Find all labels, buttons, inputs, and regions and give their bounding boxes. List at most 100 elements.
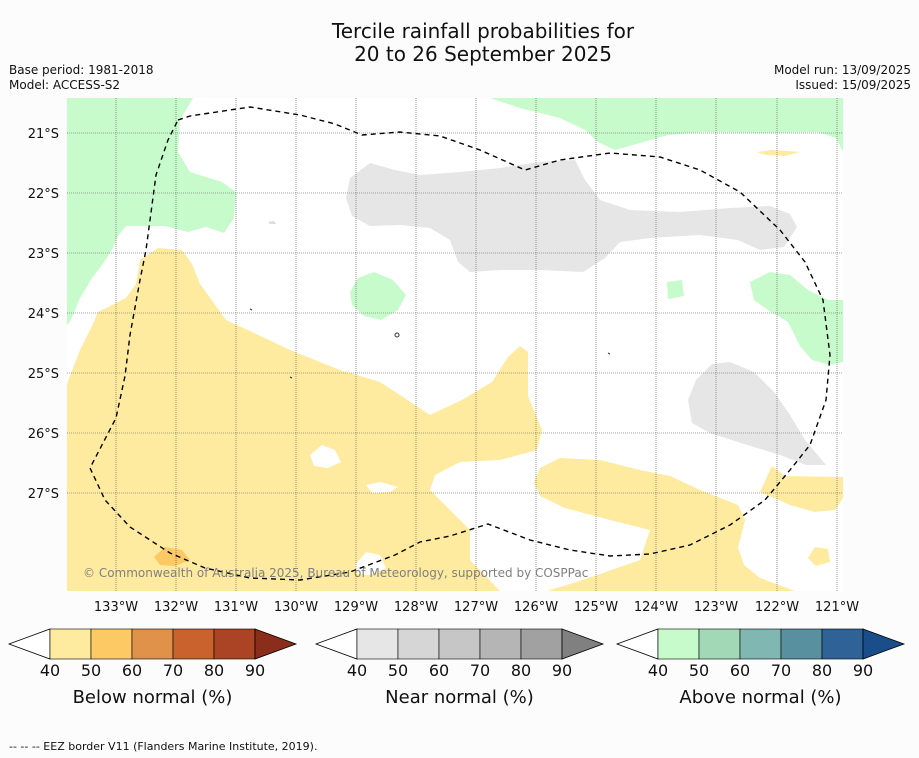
legend-arrow-right xyxy=(862,628,906,660)
probability-fields xyxy=(67,98,843,591)
legend-tick-label: 40 xyxy=(40,661,60,680)
legend-tick-label: 70 xyxy=(470,661,490,680)
above-normal-region-center xyxy=(350,272,406,320)
latitude-label: 21°S xyxy=(28,127,59,142)
below-normal-region-northeast-patch xyxy=(757,150,800,156)
latitude-label: 23°S xyxy=(28,247,59,262)
legend-arrow-left xyxy=(615,628,659,660)
legend-swatch xyxy=(397,628,440,660)
below-60-region xyxy=(154,547,190,566)
legend-swatch xyxy=(131,628,174,660)
near-normal-region-east xyxy=(688,362,826,465)
legend-swatch xyxy=(49,628,92,660)
longitude-label: 123°W xyxy=(694,600,738,615)
legend-tick-label: 70 xyxy=(771,661,791,680)
model-run: Model run: 13/09/2025 xyxy=(773,63,911,77)
legend-tick-label: 90 xyxy=(245,661,265,680)
legend-2: 40 50 60 70 80 90 Near normal (%) xyxy=(314,628,605,708)
longitude-label: 128°W xyxy=(394,600,438,615)
legend-arrow-right xyxy=(254,628,298,660)
longitude-label: 126°W xyxy=(514,600,558,615)
below-normal-region-southeast xyxy=(534,458,795,591)
legend-title: Near normal (%) xyxy=(385,687,534,708)
below-normal-region-west xyxy=(67,248,542,591)
map-title: Tercile rainfall probabilities for 20 to… xyxy=(0,20,919,66)
legend-swatch xyxy=(739,628,782,660)
island-mark xyxy=(394,332,400,338)
latitude-label: 22°S xyxy=(28,187,59,202)
latitude-label: 25°S xyxy=(28,367,59,382)
island-patch xyxy=(268,221,276,224)
legend-swatch xyxy=(90,628,133,660)
legend-tick-label: 80 xyxy=(511,661,531,680)
longitude-label: 125°W xyxy=(574,600,618,615)
legend-3: 40 50 60 70 80 90 Above normal (%) xyxy=(615,628,906,708)
legend-tick-label: 80 xyxy=(204,661,224,680)
white-hole-3 xyxy=(355,552,386,575)
base-info: Base period: 1981-2018 Model: ACCESS-S2 xyxy=(9,63,154,93)
near-normal-region-north xyxy=(346,160,797,272)
latitude-label: 26°S xyxy=(28,427,59,442)
below-normal-region-east xyxy=(760,466,843,512)
longitude-label: 124°W xyxy=(634,600,678,615)
legend-title: Below normal (%) xyxy=(73,687,233,708)
above-normal-region-north xyxy=(490,98,843,152)
longitude-label: 131°W xyxy=(214,600,258,615)
legend-tick-label: 50 xyxy=(689,661,709,680)
island-marks xyxy=(249,308,611,379)
legend-swatch xyxy=(698,628,741,660)
longitude-label: 130°W xyxy=(274,600,318,615)
white-hole-2 xyxy=(366,482,398,493)
longitude-label: 121°W xyxy=(815,600,859,615)
longitude-label: 133°W xyxy=(94,600,138,615)
longitude-labels: 133°W 132°W 131°W 130°W 129°W 128°W 127°W 126°W… xyxy=(94,600,859,615)
below-normal-region-southeast-patch xyxy=(808,547,830,566)
title-line-1: Tercile rainfall probabilities for xyxy=(331,19,635,43)
copyright-notice: © Commonwealth of Australia 2025, Bureau… xyxy=(83,566,588,580)
base-period: Base period: 1981-2018 xyxy=(9,63,154,77)
legend-tick-label: 90 xyxy=(552,661,572,680)
legend-arrow-right xyxy=(561,628,605,660)
eez-footnote: -- -- -- EEZ border V11 (Flanders Marine… xyxy=(9,740,318,753)
legend-arrow-left xyxy=(7,628,51,660)
legend-arrow-left xyxy=(314,628,358,660)
legends: 40 50 60 70 80 90 Below normal (%) 40 50 60 70 80 90… xyxy=(7,628,906,708)
longitude-label: 132°W xyxy=(154,600,198,615)
legend-tick-label: 40 xyxy=(347,661,367,680)
longitude-label: 122°W xyxy=(755,600,799,615)
grid-lines xyxy=(67,98,843,591)
latitude-label: 24°S xyxy=(28,307,59,322)
legend-tick-label: 90 xyxy=(853,661,873,680)
white-hole-1 xyxy=(310,445,341,468)
above-normal-region-small xyxy=(667,280,684,299)
legend-swatch xyxy=(438,628,481,660)
issued-date: Issued: 15/09/2025 xyxy=(795,78,911,92)
legend-swatch xyxy=(657,628,700,660)
title-line-2: 20 to 26 September 2025 xyxy=(354,42,612,66)
above-normal-region-east xyxy=(750,272,843,365)
legend-tick-label: 40 xyxy=(648,661,668,680)
legend-swatch xyxy=(780,628,823,660)
legend-tick-label: 70 xyxy=(163,661,183,680)
legend-tick-label: 60 xyxy=(730,661,750,680)
eez-border xyxy=(89,106,831,581)
island-mark xyxy=(249,308,253,311)
legend-swatch xyxy=(356,628,399,660)
legend-swatch xyxy=(213,628,256,660)
legend-swatch xyxy=(479,628,522,660)
legend-tick-label: 60 xyxy=(122,661,142,680)
legend-1: 40 50 60 70 80 90 Below normal (%) xyxy=(7,628,298,708)
latitude-label: 27°S xyxy=(28,487,59,502)
legend-swatch xyxy=(520,628,563,660)
map-panel: © Commonwealth of Australia 2025, Bureau… xyxy=(67,98,843,591)
latitude-labels: 21°S 22°S 23°S 24°S 25°S 26°S 27°S xyxy=(28,127,59,502)
legend-tick-label: 50 xyxy=(388,661,408,680)
legend-tick-label: 80 xyxy=(812,661,832,680)
model-name: Model: ACCESS-S2 xyxy=(9,78,121,92)
legend-swatch xyxy=(172,628,215,660)
longitude-label: 129°W xyxy=(334,600,378,615)
legend-swatch xyxy=(821,628,864,660)
run-info: Model run: 13/09/2025 Issued: 15/09/2025 xyxy=(774,63,911,93)
longitude-label: 127°W xyxy=(454,600,498,615)
